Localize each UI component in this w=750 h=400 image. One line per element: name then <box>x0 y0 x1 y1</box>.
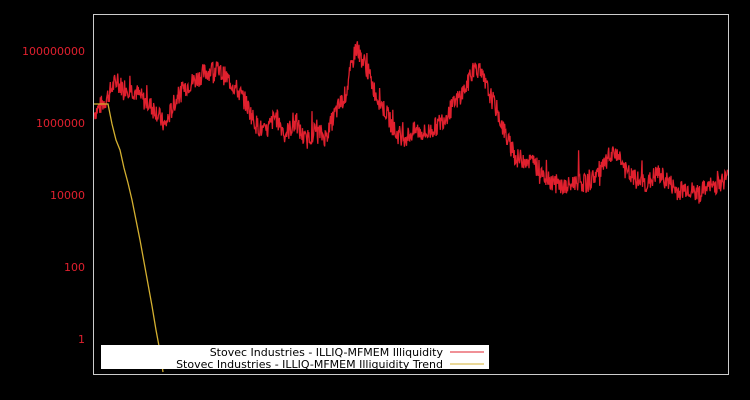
y-tick-label: 100000000 <box>22 45 85 58</box>
legend-label-trend: Stovec Industries - ILLIQ-MFMEM Illiquid… <box>176 358 443 371</box>
plot-frame <box>93 14 729 375</box>
y-tick-label: 1000000 <box>36 117 85 130</box>
illiquidity-trend-line <box>94 103 164 373</box>
y-tick-label: 1 <box>78 333 85 346</box>
legend-label-illiquidity: Stovec Industries - ILLIQ-MFMEM Illiquid… <box>210 346 444 359</box>
series-illiquidity <box>93 41 729 204</box>
illiquidity-line <box>93 41 729 204</box>
legend: Stovec Industries - ILLIQ-MFMEM Illiquid… <box>101 345 489 371</box>
legend-box <box>101 345 489 369</box>
y-axis-ticks: 100000000 1000000 10000 100 1 <box>22 45 85 346</box>
y-tick-label: 100 <box>64 261 85 274</box>
y-tick-label: 10000 <box>50 189 85 202</box>
series-illiquidity-trend <box>94 103 164 373</box>
